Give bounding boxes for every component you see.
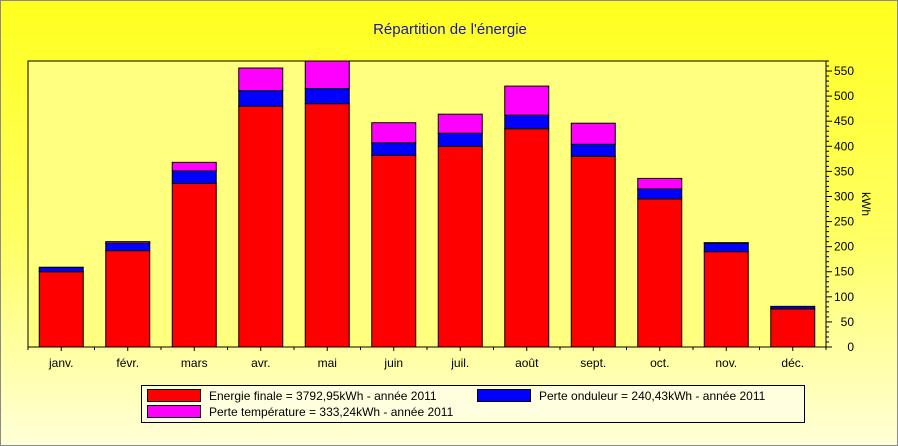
bar-perte-temperature: [570, 122, 616, 145]
x-axis: janv. févr. mars avr. mai juin juil. août sept. o…: [27, 347, 827, 370]
legend-swatch-energie-finale: [147, 389, 201, 402]
legend: Energie finale = 3792,95kWh - année 2011…: [141, 385, 805, 423]
bar-perte-onduleur: [637, 188, 683, 200]
x-tick-label: mai: [318, 356, 337, 370]
legend-label-energie-finale: Energie finale = 3792,95kWh - année 2011: [209, 389, 437, 403]
x-tick-label: juil.: [450, 356, 469, 370]
x-tick-label: déc.: [781, 356, 804, 370]
bar-perte-onduleur: [570, 143, 616, 157]
chart-title: Répartition de l'énergie: [373, 21, 527, 38]
y-tick-label: 150: [834, 265, 854, 279]
x-tick-label: févr.: [116, 356, 139, 370]
legend-label-perte-onduleur: Perte onduleur = 240,43kWh - année 2011: [539, 389, 766, 403]
bar-perte-onduleur: [437, 132, 483, 147]
bar-energie-finale: [770, 308, 816, 348]
bar-perte-temperature: [703, 242, 749, 244]
legend-item-perte-onduleur: Perte onduleur = 240,43kWh - année 2011: [477, 389, 765, 403]
bar-perte-temperature: [304, 60, 350, 90]
legend-item-perte-temperature: Perte température = 333,24kWh - année 20…: [147, 405, 453, 419]
bar-energie-finale: [171, 182, 217, 348]
bar-perte-temperature: [105, 241, 151, 244]
bar-perte-temperature: [437, 113, 483, 134]
legend-label-perte-temperature: Perte température = 333,24kWh - année 20…: [209, 405, 454, 419]
y-axis: 0 50 100 150 200 250 300 350 400 450 500 550: [826, 60, 855, 354]
bar-perte-onduleur: [171, 170, 217, 184]
bar-perte-temperature: [238, 67, 284, 92]
y-tick-label: 300: [834, 189, 854, 203]
bar-perte-temperature: [637, 177, 683, 190]
x-tick-label: oct.: [650, 356, 669, 370]
bar-perte-onduleur: [504, 114, 550, 130]
y-tick-label: 350: [834, 164, 854, 178]
bar-energie-finale: [238, 105, 284, 348]
x-tick-label: avr.: [251, 356, 270, 370]
x-tick-label: mars: [181, 356, 208, 370]
bar-energie-finale: [570, 155, 616, 348]
bar-energie-finale: [304, 103, 350, 348]
bar-perte-onduleur: [38, 266, 84, 273]
bar-energie-finale: [703, 251, 749, 348]
y-tick-label: 100: [834, 290, 854, 304]
x-tick-label: sept.: [580, 356, 606, 370]
y-tick-label: 0: [847, 340, 854, 354]
bar-energie-finale: [38, 271, 84, 348]
y-tick-label: 500: [834, 89, 854, 103]
bar-perte-onduleur: [105, 242, 151, 252]
bar-perte-onduleur: [304, 88, 350, 105]
bar-energie-finale: [437, 145, 483, 348]
bar-perte-onduleur: [371, 142, 417, 156]
y-tick-label: 250: [834, 215, 854, 229]
bar-perte-temperature: [504, 85, 550, 116]
bars-group: [38, 60, 816, 348]
bar-energie-finale: [105, 250, 151, 348]
y-tick-label: 550: [834, 64, 854, 78]
bar-perte-temperature: [171, 161, 217, 172]
bar-perte-onduleur: [770, 305, 816, 310]
legend-item-energie-finale: Energie finale = 3792,95kWh - année 2011: [147, 389, 437, 403]
x-tick-label: août: [515, 356, 539, 370]
legend-swatch-perte-temperature: [147, 405, 201, 418]
y-axis-title: kWh: [859, 192, 873, 216]
plot-area: [27, 60, 827, 348]
y-tick-label: 50: [841, 315, 855, 329]
bar-perte-onduleur: [703, 242, 749, 253]
x-tick-label: janv.: [48, 356, 73, 370]
y-tick-label: 400: [834, 139, 854, 153]
y-tick-label: 450: [834, 114, 854, 128]
bar-perte-temperature: [371, 122, 417, 144]
y-tick-label: 200: [834, 240, 854, 254]
legend-swatch-perte-onduleur: [477, 389, 531, 402]
x-tick-label: juin: [383, 356, 403, 370]
bar-perte-onduleur: [238, 90, 284, 107]
bar-energie-finale: [504, 128, 550, 348]
x-tick-label: nov.: [715, 356, 737, 370]
bar-energie-finale: [371, 154, 417, 348]
bar-energie-finale: [637, 198, 683, 348]
